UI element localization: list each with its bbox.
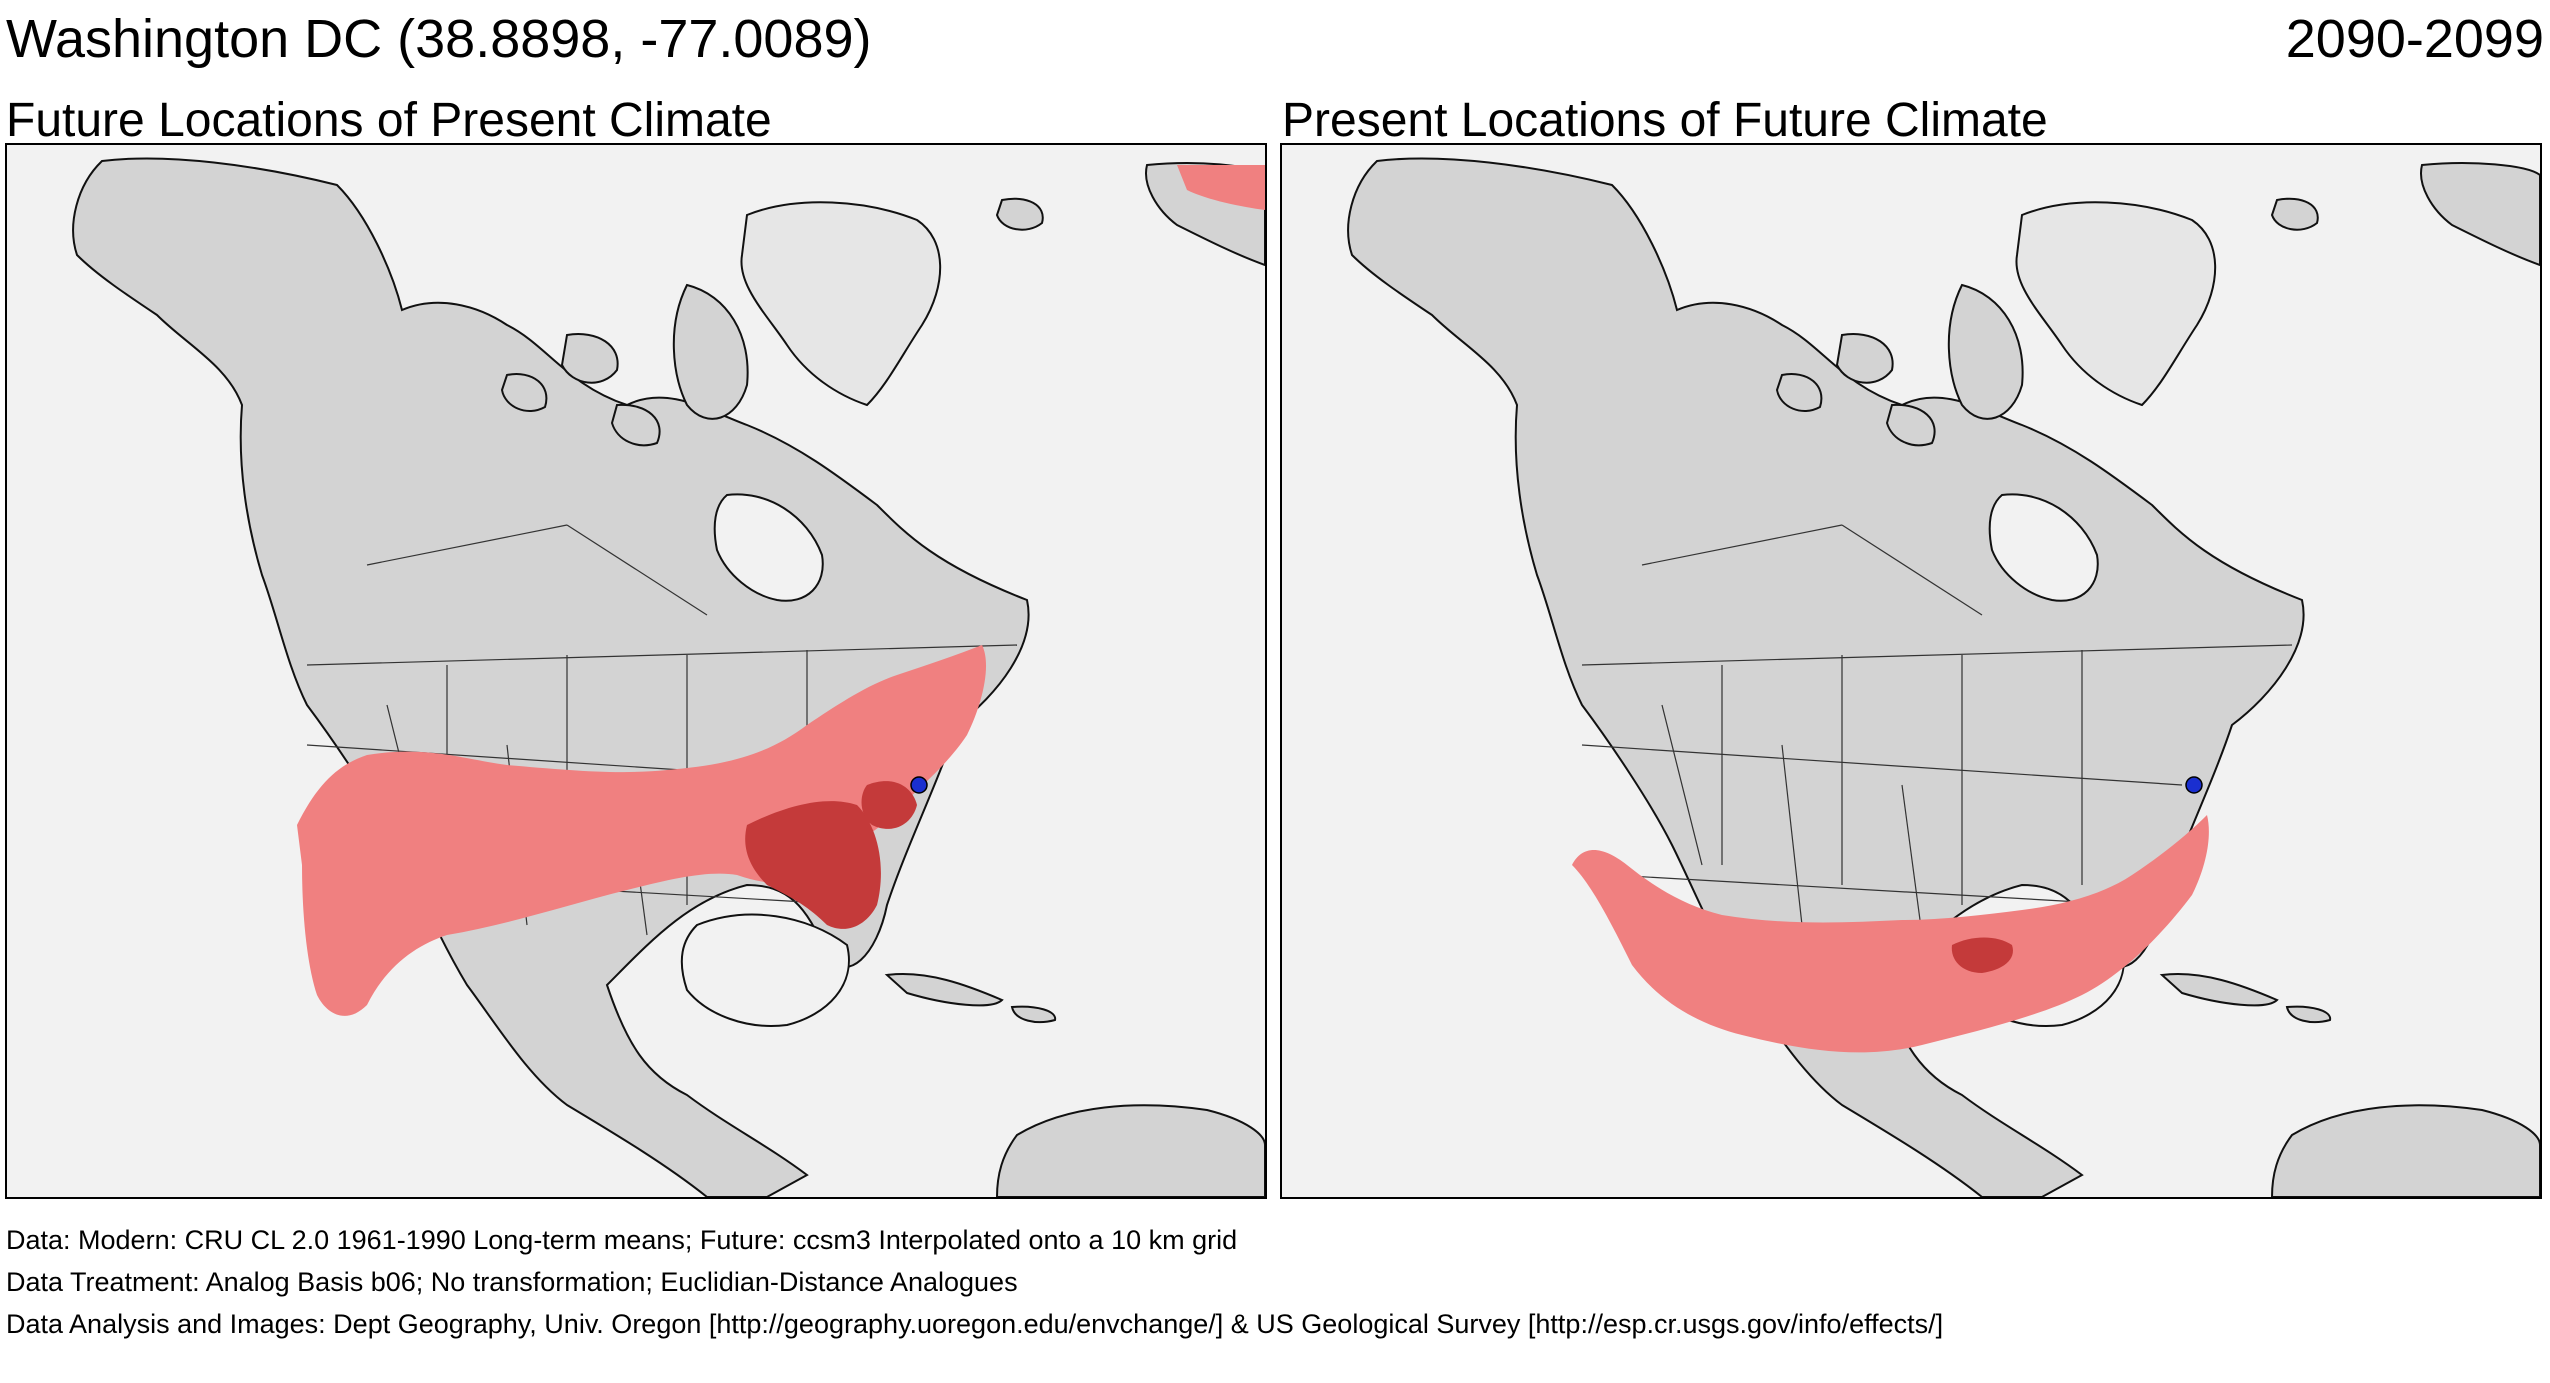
analog-region-light	[1572, 815, 2209, 1053]
north-america-landmass	[72, 157, 1030, 1197]
hispaniola-landmass	[1010, 1005, 1057, 1024]
left-panel-title: Future Locations of Present Climate	[6, 94, 772, 147]
location-dot-icon	[2185, 776, 2203, 794]
analog-region-dark	[1951, 937, 2013, 973]
analog-region-dark	[745, 801, 881, 929]
left-map-panel	[5, 143, 1267, 1199]
arctic-island-2	[500, 373, 548, 412]
iceland-landmass	[995, 197, 1044, 231]
analog-region-light	[297, 645, 987, 1016]
land-masses	[1347, 157, 2540, 1197]
gulf-of-mexico	[680, 913, 850, 1027]
footer-data-treatment: Data Treatment: Analog Basis b06; No tra…	[6, 1267, 1018, 1297]
right-map-svg	[1347, 157, 2540, 1197]
right-map-panel	[1280, 143, 2542, 1199]
analog-region-dark-2	[861, 781, 917, 829]
greenland-landmass	[740, 201, 942, 407]
arctic-island-1	[560, 333, 619, 384]
arctic-island-3	[610, 403, 661, 447]
analog-regions	[1572, 815, 2209, 1053]
period-label: 2090-2099	[2285, 9, 2544, 69]
cuba-landmass	[2159, 973, 2279, 1007]
footer-data-source: Data: Modern: CRU CL 2.0 1961-1990 Long-…	[6, 1225, 1238, 1255]
baffin-island	[1947, 283, 2024, 420]
baffin-island	[672, 283, 749, 420]
left-map-svg	[72, 157, 1265, 1197]
hispaniola-landmass	[2285, 1005, 2332, 1024]
right-panel-title: Present Locations of Future Climate	[1282, 94, 2048, 147]
location-dot-icon	[910, 776, 928, 794]
arctic-island-3	[1885, 403, 1936, 447]
arctic-island-1	[1835, 333, 1894, 384]
land-masses	[72, 157, 1265, 1197]
greenland-landmass	[2015, 201, 2217, 407]
cuba-landmass	[884, 973, 1004, 1007]
europe-fragment	[2420, 162, 2540, 267]
analog-region-top-corner	[1177, 165, 1265, 210]
state-boundaries	[1581, 524, 2293, 936]
footer-analysis-credit: Data Analysis and Images: Dept Geography…	[6, 1309, 1944, 1339]
analog-regions	[297, 165, 1265, 1016]
north-america-landmass	[1347, 157, 2305, 1197]
south-america-fragment	[2270, 1104, 2540, 1197]
arctic-island-2	[1775, 373, 1823, 412]
hudson-bay	[1988, 493, 2099, 602]
south-america-fragment	[995, 1104, 1265, 1197]
iceland-landmass	[2270, 197, 2319, 231]
hudson-bay	[713, 493, 824, 602]
location-title: Washington DC (38.8898, -77.0089)	[6, 9, 872, 69]
